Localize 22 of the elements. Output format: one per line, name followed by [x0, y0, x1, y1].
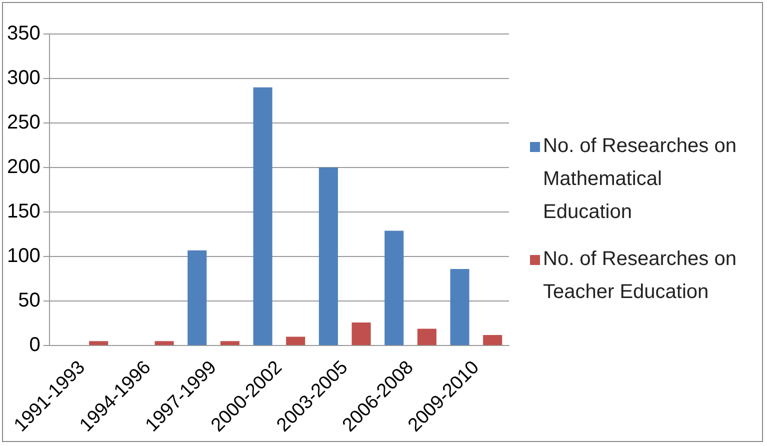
y-tick-label: 50	[18, 290, 40, 312]
bar	[352, 322, 371, 346]
y-tick-label: 350	[6, 22, 40, 45]
legend-label: No. of Researches on Mathematical Education	[543, 134, 738, 225]
y-tick-label: 100	[6, 245, 40, 268]
y-tick-label: 250	[6, 112, 40, 134]
bar	[318, 168, 338, 346]
y-tick-label: 200	[6, 156, 40, 178]
bar	[384, 230, 404, 346]
y-tick-label: 300	[6, 67, 40, 90]
legend-label: No. of Researches on Teacher Education	[543, 247, 738, 305]
bar	[417, 328, 436, 346]
bar	[286, 336, 306, 346]
bar	[450, 269, 470, 346]
y-tick-label: 0	[29, 334, 40, 356]
bar	[483, 334, 502, 346]
bar	[253, 87, 272, 346]
bar	[220, 341, 240, 346]
bar	[188, 250, 207, 346]
bar	[154, 341, 174, 346]
bar	[89, 341, 108, 346]
y-tick-label: 150	[6, 200, 40, 223]
